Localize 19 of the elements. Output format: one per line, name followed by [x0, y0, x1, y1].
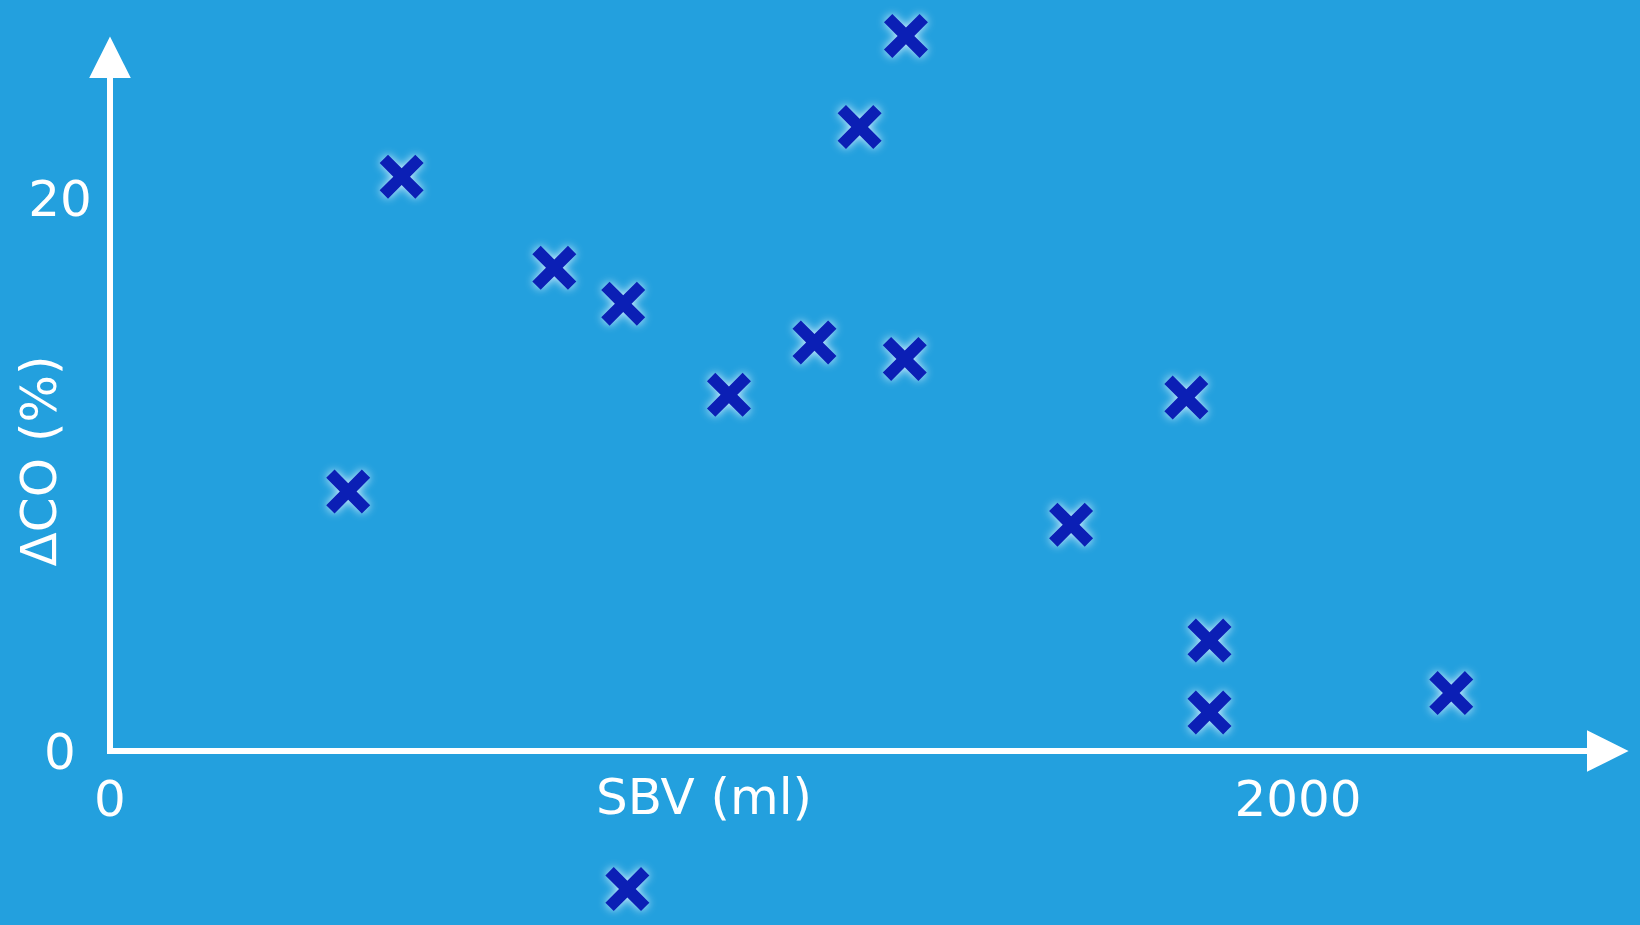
point: [379, 154, 424, 199]
y-tick-label: 20: [28, 170, 92, 229]
point: [1049, 502, 1094, 547]
point: [837, 105, 882, 150]
point: [601, 281, 646, 326]
point: [883, 13, 928, 58]
point: [1187, 690, 1232, 735]
point: [1164, 375, 1209, 420]
point: [1187, 618, 1232, 663]
point: [706, 372, 751, 417]
point: [532, 245, 577, 290]
x-axis-title: SBV (ml): [595, 768, 813, 827]
y-axis-title: ΔCO (%): [9, 355, 68, 567]
point: [1429, 671, 1474, 716]
point: [792, 320, 837, 365]
x-tick-label: 2000: [1234, 770, 1362, 829]
point: [882, 336, 927, 381]
point: [605, 867, 650, 912]
point: [326, 469, 371, 514]
